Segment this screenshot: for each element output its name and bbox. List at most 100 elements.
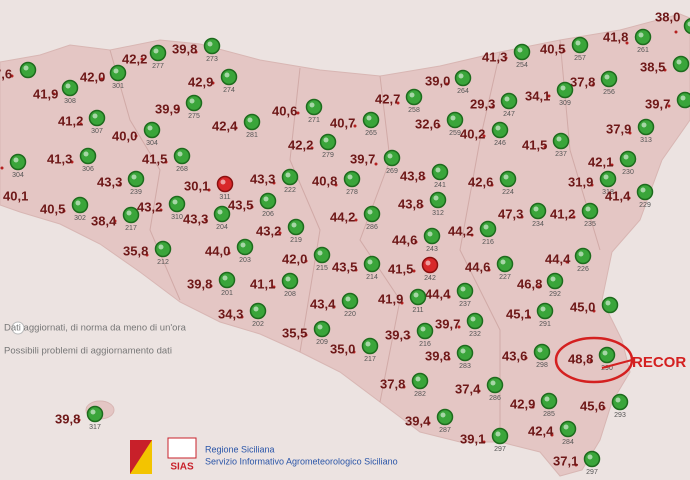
station-icon <box>363 255 381 273</box>
station-id: 297 <box>494 446 506 453</box>
station-dot <box>447 357 451 361</box>
station-value: 44,6 <box>392 232 417 247</box>
station-icon <box>456 344 474 362</box>
station-icon-shine <box>172 199 178 205</box>
station-id: 217 <box>125 225 137 232</box>
station-value: 42,7 <box>375 91 400 106</box>
station-id: 234 <box>532 221 544 228</box>
station-id: 226 <box>577 266 589 273</box>
station-icon-shine <box>75 200 81 206</box>
station-id: 216 <box>482 239 494 246</box>
station-icon-shine <box>113 68 119 74</box>
station-icon <box>500 92 518 110</box>
station-icon <box>599 170 617 188</box>
station-icon-shine <box>126 210 132 216</box>
station-dot <box>140 57 144 61</box>
station-icon <box>249 302 267 320</box>
station-dot <box>304 333 308 337</box>
station-value: 38,4 <box>91 213 117 228</box>
station-icon <box>143 121 161 139</box>
station-icon <box>446 111 464 129</box>
station-id: 224 <box>502 189 514 196</box>
sicily <box>0 13 690 477</box>
station-icon-shine <box>440 412 446 418</box>
legend-updated: Dati aggiornati, di norma da meno di un'… <box>4 323 187 334</box>
station-value: 39,7 <box>645 96 670 111</box>
station-id: 298 <box>536 362 548 369</box>
station-id: 243 <box>426 246 438 253</box>
station-id: 278 <box>346 189 358 196</box>
station-id: 287 <box>439 427 451 434</box>
station-icon-shine <box>641 122 647 128</box>
station-dot <box>482 134 486 138</box>
station-dot <box>113 219 117 223</box>
station-dot <box>663 68 667 72</box>
station-icon-shine <box>537 347 543 353</box>
station-id: 282 <box>414 391 426 398</box>
station-icon-shine <box>309 102 315 108</box>
station-icon-shine <box>587 454 593 460</box>
station-icon <box>341 292 359 310</box>
station-icon-shine <box>13 157 19 163</box>
station-icon <box>540 392 558 410</box>
station-value: 48,8 <box>568 351 593 366</box>
service-name: Servizio Informativo Agrometeorologico S… <box>205 456 398 466</box>
station-dot <box>550 433 554 437</box>
station-icon-shine <box>615 397 621 403</box>
station-value: 30,1 <box>184 178 209 193</box>
station-icon-shine <box>517 47 523 53</box>
station-icon-shine <box>495 125 501 131</box>
station-value: 42,9 <box>188 74 213 89</box>
station-icon <box>429 191 447 209</box>
station-dot <box>520 215 524 219</box>
station-icon-shine <box>623 154 629 160</box>
station-icon-shine <box>153 48 159 54</box>
station-value: 43,4 <box>310 296 336 311</box>
station-id: 214 <box>366 274 378 281</box>
station-value: 40,7 <box>330 115 355 130</box>
station-value: 44,6 <box>465 259 490 274</box>
station-icon <box>536 302 554 320</box>
station-icon <box>71 196 89 214</box>
station-id: 247 <box>503 111 515 118</box>
station-value: 37,8 <box>380 376 405 391</box>
station-dot <box>412 269 416 273</box>
station-id: 308 <box>64 98 76 105</box>
station-dot <box>402 385 406 389</box>
station-icon <box>220 68 238 86</box>
station-value: 44,2 <box>448 223 473 238</box>
station-value: 39,3 <box>385 327 410 342</box>
station-icon <box>362 111 380 129</box>
station-dot <box>543 145 547 149</box>
station-id: 306 <box>82 166 94 173</box>
station-dot <box>62 209 66 213</box>
station-icon <box>619 150 637 168</box>
station-icon-shine <box>458 73 464 79</box>
station-dot <box>164 160 168 164</box>
station-icon <box>173 147 191 165</box>
station-dot <box>374 162 378 166</box>
station-icon-shine <box>217 209 223 215</box>
station-value: 44,4 <box>425 286 451 301</box>
station-icon-shine <box>240 242 246 248</box>
station-icon-shine <box>92 113 98 119</box>
station-dot <box>527 315 531 319</box>
station-value: 40,5 <box>40 201 65 216</box>
station-id: 202 <box>252 321 264 328</box>
station-id: 216 <box>419 341 431 348</box>
station-icon-shine <box>490 380 496 386</box>
station-icon-shine <box>435 167 441 173</box>
legend-icon <box>11 321 25 335</box>
station-icon <box>636 183 654 201</box>
station-value: 44,4 <box>545 251 571 266</box>
station-id: 292 <box>549 291 561 298</box>
station-dot <box>145 253 149 257</box>
station-icon <box>600 70 618 88</box>
station-dot <box>487 268 491 272</box>
station-dot <box>304 259 308 263</box>
station-id: 259 <box>449 130 461 137</box>
station-value: 43,8 <box>400 168 425 183</box>
station-icon-shine <box>470 316 476 322</box>
station-icon <box>363 205 381 223</box>
station-id: 304 <box>146 140 158 147</box>
